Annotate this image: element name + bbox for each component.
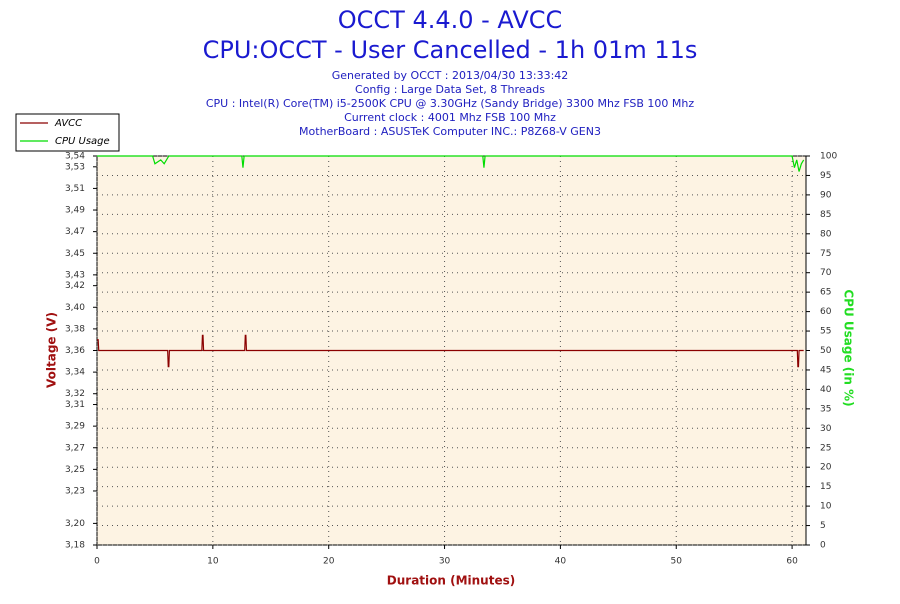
y2-tick-label: 70	[820, 268, 832, 278]
x-tick-label: 0	[94, 557, 100, 567]
y2-tick-label: 50	[820, 346, 832, 356]
y2-tick-label: 65	[820, 288, 831, 298]
y2-tick-label: 15	[820, 482, 831, 492]
y2-tick-label: 0	[820, 541, 826, 551]
y-tick-label: 3,20	[65, 519, 85, 529]
info-line: CPU : Intel(R) Core(TM) i5-2500K CPU @ 3…	[206, 97, 694, 110]
x-tick-label: 10	[207, 557, 219, 567]
y2-tick-label: 40	[820, 385, 832, 395]
y2-tick-label: 35	[820, 404, 831, 414]
legend-box	[15, 113, 120, 152]
y2-tick-label: 80	[820, 229, 832, 239]
info-line: Generated by OCCT : 2013/04/30 13:33:42	[332, 69, 569, 82]
x-axis-title: Duration (Minutes)	[387, 574, 515, 588]
y2-tick-label: 30	[820, 424, 832, 434]
info-line: MotherBoard : ASUSTeK Computer INC.: P8Z…	[299, 125, 601, 138]
y-tick-label: 3,38	[65, 324, 85, 334]
y2-tick-label: 25	[820, 443, 831, 453]
y2-tick-label: 45	[820, 365, 831, 375]
y-tick-label: 3,47	[65, 227, 85, 237]
x-tick-label: 40	[555, 557, 567, 567]
y-tick-label: 3,31	[65, 400, 85, 410]
chart-subtitle: CPU:OCCT - User Cancelled - 1h 01m 11s	[203, 36, 698, 64]
y2-tick-label: 75	[820, 249, 831, 259]
y-tick-label: 3,45	[65, 249, 85, 259]
legend-label: CPU Usage	[55, 136, 110, 147]
y2-axis-title: CPU Usage (in %)	[842, 289, 856, 406]
chart-title: OCCT 4.4.0 - AVCC	[338, 6, 563, 34]
y2-tick-label: 10	[820, 502, 832, 512]
y-tick-label: 3,23	[65, 486, 85, 496]
y-tick-label: 3,32	[65, 389, 85, 399]
x-tick-label: 50	[671, 557, 683, 567]
y2-tick-label: 95	[820, 171, 831, 181]
x-tick-label: 20	[323, 557, 335, 567]
y2-tick-label: 60	[820, 307, 832, 317]
y-tick-label: 3,25	[65, 465, 85, 475]
y2-tick-label: 5	[820, 521, 826, 531]
info-line: Current clock : 4001 Mhz FSB 100 Mhz	[344, 111, 556, 124]
y-tick-label: 3,43	[65, 270, 85, 280]
y2-tick-label: 85	[820, 210, 831, 220]
y-tick-label: 3,49	[65, 206, 85, 216]
y-tick-label: 3,34	[65, 368, 85, 378]
y2-tick-label: 100	[820, 152, 837, 162]
x-tick-label: 60	[786, 557, 798, 567]
info-line: Config : Large Data Set, 8 Threads	[355, 83, 545, 96]
y-tick-label: 3,42	[65, 281, 85, 291]
series-line	[97, 334, 804, 368]
y-tick-label: 3,54	[65, 152, 85, 162]
y-tick-label: 3,27	[65, 443, 85, 453]
y-tick-label: 3,40	[65, 303, 85, 313]
legend-label: AVCC	[54, 118, 82, 129]
y-tick-label: 3,53	[65, 162, 85, 172]
y-tick-label: 3,29	[65, 422, 85, 432]
y2-tick-label: 55	[820, 327, 831, 337]
series-line	[97, 155, 805, 172]
y-tick-label: 3,36	[65, 346, 85, 356]
y2-tick-label: 90	[820, 190, 832, 200]
y-axis-title: Voltage (V)	[45, 312, 59, 388]
y2-tick-label: 20	[820, 463, 832, 473]
y-tick-label: 3,51	[65, 184, 85, 194]
y-tick-label: 3,18	[65, 541, 85, 551]
x-tick-label: 30	[439, 557, 451, 567]
